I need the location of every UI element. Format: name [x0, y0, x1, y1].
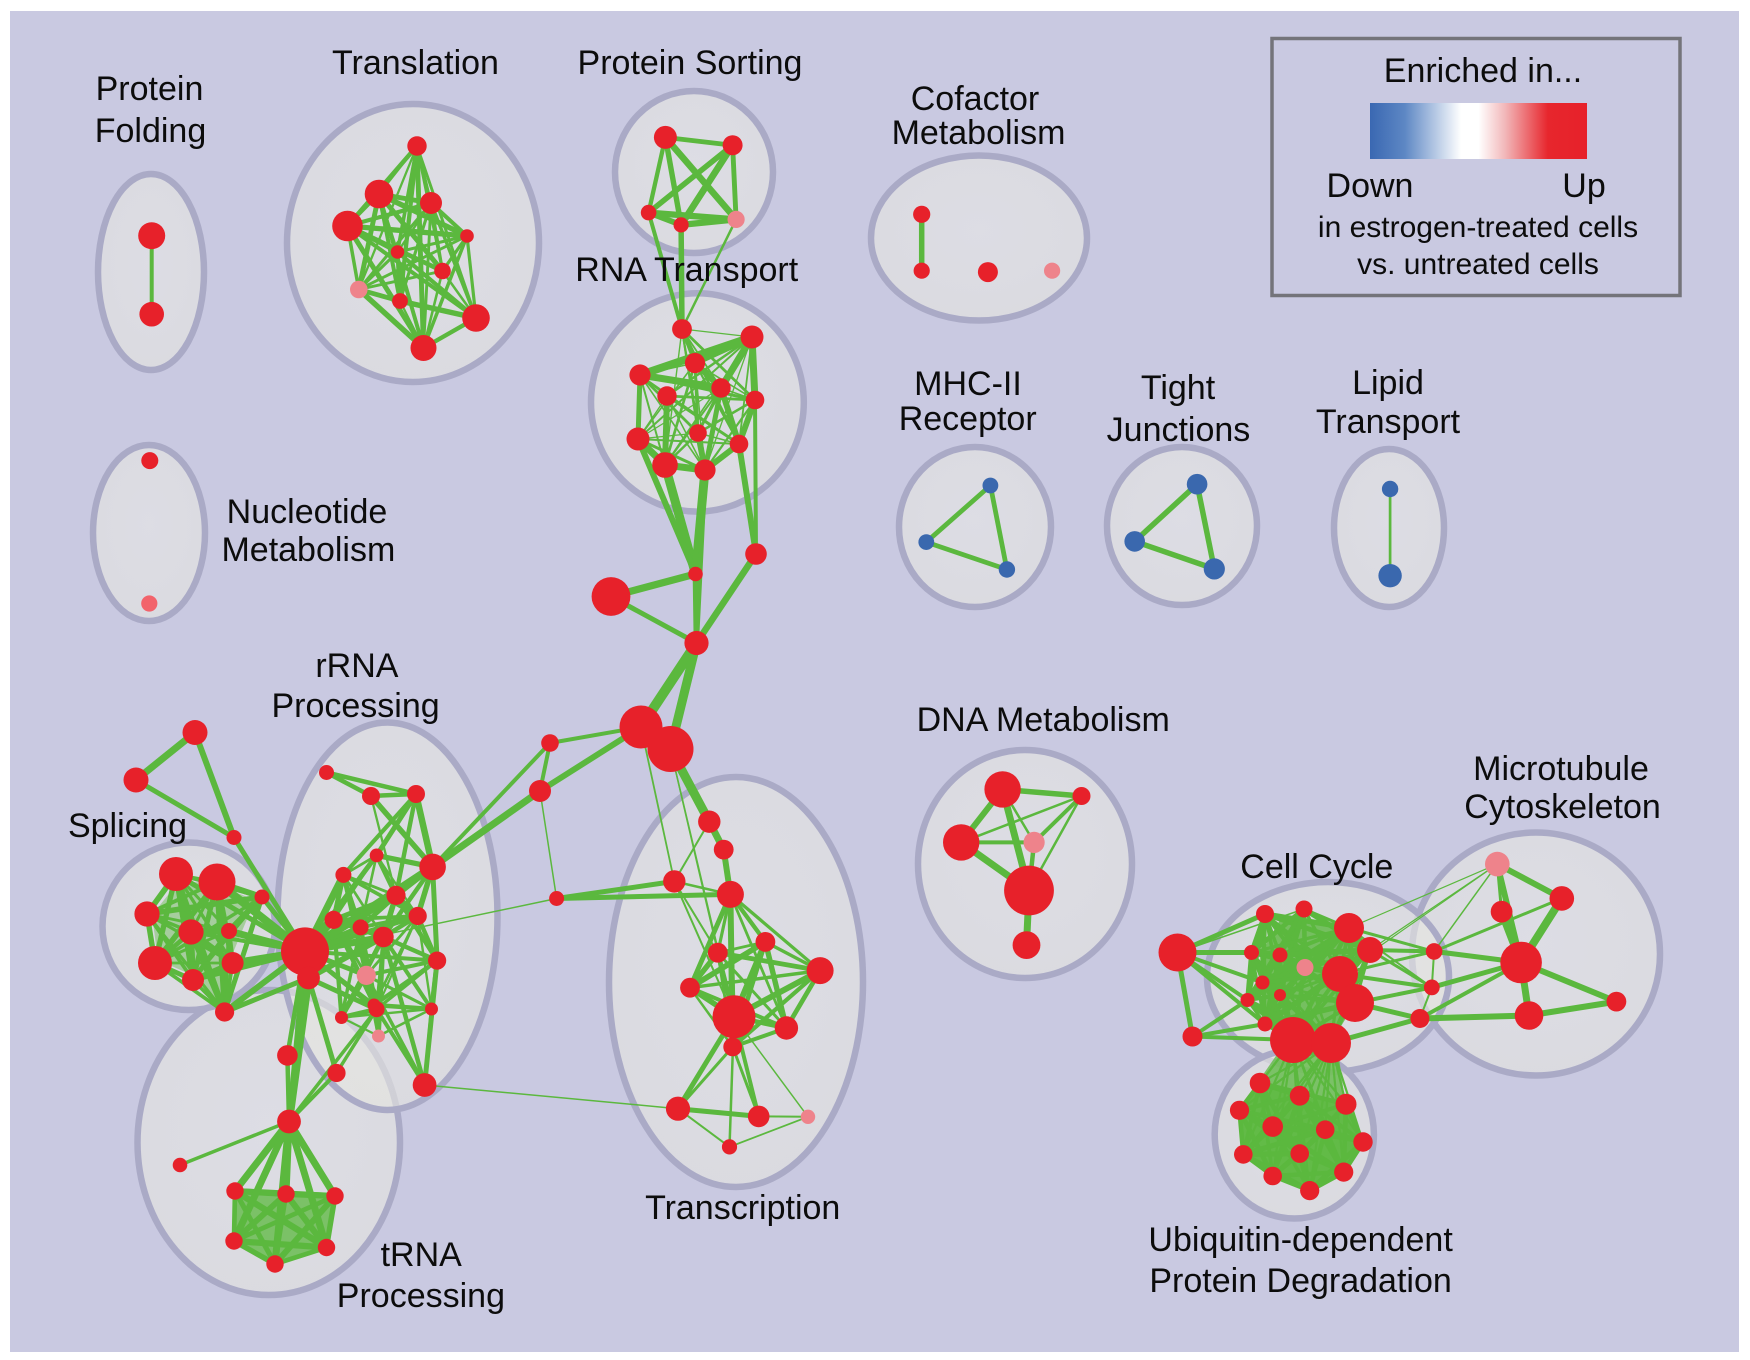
svg-text:rRNA: rRNA — [315, 647, 398, 685]
svg-text:Enriched in...: Enriched in... — [1384, 52, 1582, 90]
svg-text:Lipid: Lipid — [1352, 364, 1424, 402]
svg-text:tRNA: tRNA — [381, 1236, 463, 1274]
svg-text:Metabolism: Metabolism — [892, 114, 1066, 152]
svg-text:Cofactor: Cofactor — [911, 80, 1040, 118]
svg-text:Transcription: Transcription — [645, 1189, 840, 1227]
svg-text:Processing: Processing — [337, 1277, 505, 1315]
svg-text:Tight: Tight — [1141, 369, 1216, 407]
svg-text:DNA Metabolism: DNA Metabolism — [917, 701, 1170, 739]
svg-text:Nucleotide: Nucleotide — [227, 493, 388, 531]
svg-text:Translation: Translation — [332, 44, 499, 82]
svg-text:Protein Sorting: Protein Sorting — [578, 44, 803, 82]
svg-text:in estrogen-treated cells: in estrogen-treated cells — [1318, 211, 1638, 244]
svg-text:Processing: Processing — [271, 687, 439, 725]
svg-text:Junctions: Junctions — [1107, 411, 1251, 449]
svg-text:Cell Cycle: Cell Cycle — [1240, 848, 1393, 886]
svg-text:Receptor: Receptor — [899, 400, 1037, 438]
svg-text:Transport: Transport — [1316, 403, 1461, 441]
svg-text:Ubiquitin-dependent: Ubiquitin-dependent — [1148, 1221, 1453, 1259]
svg-text:Protein: Protein — [96, 70, 204, 108]
svg-text:vs. untreated cells: vs. untreated cells — [1357, 248, 1599, 281]
svg-text:Microtubule: Microtubule — [1473, 750, 1649, 788]
svg-text:MHC-II: MHC-II — [914, 365, 1022, 403]
svg-text:Protein Degradation: Protein Degradation — [1149, 1262, 1451, 1300]
svg-text:Down: Down — [1327, 167, 1414, 205]
svg-text:Cytoskeleton: Cytoskeleton — [1464, 788, 1661, 826]
svg-text:Up: Up — [1562, 167, 1605, 205]
svg-text:Folding: Folding — [95, 112, 207, 150]
svg-text:RNA Transport: RNA Transport — [575, 251, 799, 289]
svg-text:Splicing: Splicing — [68, 807, 187, 845]
svg-text:Metabolism: Metabolism — [221, 531, 395, 569]
